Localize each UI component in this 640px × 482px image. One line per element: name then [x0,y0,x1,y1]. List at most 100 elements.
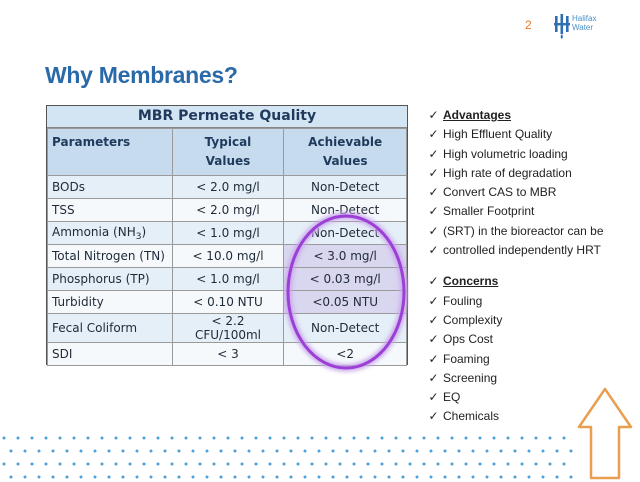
advantages-heading: ✓ Advantages [428,106,633,125]
decorative-dot [233,475,237,479]
typical-cell: < 3 [171,342,285,366]
decorative-dot [506,436,510,440]
decorative-dot [289,475,293,479]
decorative-dot [100,462,104,466]
check-icon: ✓ [428,146,439,161]
decorative-dot [513,475,517,479]
achievable-cell: < 0.03 mg/l [283,267,407,291]
list-item: ✓ Fouling [428,292,633,311]
decorative-dot [359,449,363,453]
decorative-dot [450,436,454,440]
decorative-dot-band [2,436,573,479]
bullet-text: (SRT) in the bioreactor can be [443,223,604,238]
decorative-dot [79,475,83,479]
param-cell: Ammonia (NH3) [47,221,173,245]
bullet-text: controlled independently HRT [443,243,601,258]
param-subscript: 3 [135,231,142,242]
decorative-dot [422,436,426,440]
decorative-dot [401,449,405,453]
decorative-dot [247,449,251,453]
decorative-dot [58,462,62,466]
up-arrow-outline-icon [577,387,633,480]
decorative-dot [135,449,139,453]
achievable-cell: <2 [283,342,407,366]
param-cell: Turbidity [47,290,173,314]
list-item: ✓ Convert CAS to MBR [428,183,633,202]
decorative-dot [142,462,146,466]
decorative-dot [408,462,412,466]
decorative-dot [184,436,188,440]
decorative-dot [310,436,314,440]
list-item: ✓ High volumetric loading [428,145,633,164]
typical-cell: < 2.0 mg/l [171,175,285,199]
decorative-dot [254,462,258,466]
param-cell: BODs [47,175,173,199]
table-row: Phosphorus (TP) < 1.0 mg/l < 0.03 mg/l [47,267,407,291]
decorative-dot [485,475,489,479]
decorative-dot [548,462,552,466]
decorative-dot [128,462,132,466]
decorative-dot [198,436,202,440]
decorative-dot [457,449,461,453]
param-text: Ammonia (NH [52,224,136,239]
decorative-dot [429,475,433,479]
list-item: ✓ Chemicals [428,407,633,426]
list-item: ✓ Ops Cost [428,330,633,349]
decorative-dot [520,462,524,466]
table-row: Total Nitrogen (TN) < 10.0 mg/l < 3.0 mg… [47,244,407,268]
decorative-dot [380,436,384,440]
concerns-heading: ✓ Concerns [428,272,633,291]
decorative-dot [282,462,286,466]
header-achievable-line1: Achievable [308,135,383,149]
decorative-dot [177,475,181,479]
decorative-dot [156,436,160,440]
check-icon: ✓ [428,312,439,327]
decorative-dot [9,475,13,479]
table-row: Fecal Coliform < 2.2 CFU/100ml Non-Detec… [47,313,407,343]
decorative-dot [324,462,328,466]
achievable-cell: < 3.0 mg/l [283,244,407,268]
decorative-dot [275,449,279,453]
decorative-dot [303,475,307,479]
decorative-dot [457,475,461,479]
decorative-dot [93,475,97,479]
param-cell: Fecal Coliform [47,313,173,343]
list-item: ✓ controlled independently HRT [428,241,633,260]
decorative-dot [282,436,286,440]
decorative-dot [513,449,517,453]
check-icon: ✓ [428,204,439,219]
decorative-dot [2,436,6,440]
param-cell: Phosphorus (TP) [47,267,173,291]
check-icon: ✓ [428,409,439,424]
decorative-dot [429,449,433,453]
bullet-text: Fouling [443,293,483,308]
decorative-dot [464,436,468,440]
achievable-cell: Non-Detect [283,175,407,199]
decorative-dot [345,449,349,453]
decorative-dot [541,449,545,453]
decorative-dot [450,462,454,466]
decorative-dot [30,462,34,466]
bullet-list: ✓ Advantages ✓ High Effluent Quality ✓ High… [428,106,633,427]
decorative-dot [331,449,335,453]
decorative-dot [65,449,69,453]
decorative-dot [16,462,20,466]
slide-title: Why Membranes? [45,62,238,88]
decorative-dot [65,475,69,479]
typical-cell: < 10.0 mg/l [171,244,285,268]
bullet-text: EQ [443,390,461,405]
param-text-end: ) [141,224,147,239]
decorative-dot [373,449,377,453]
check-icon: ✓ [428,223,439,238]
decorative-dot [163,475,167,479]
logo-text: Halifax Water [572,14,596,32]
bullet-gap [428,260,633,272]
decorative-dot [191,475,195,479]
decorative-dot [394,436,398,440]
decorative-dot [37,449,41,453]
list-item: ✓ (SRT) in the bioreactor can be [428,222,633,241]
decorative-dot [415,449,419,453]
decorative-dot [310,462,314,466]
check-icon: ✓ [428,293,439,308]
decorative-dot [219,475,223,479]
